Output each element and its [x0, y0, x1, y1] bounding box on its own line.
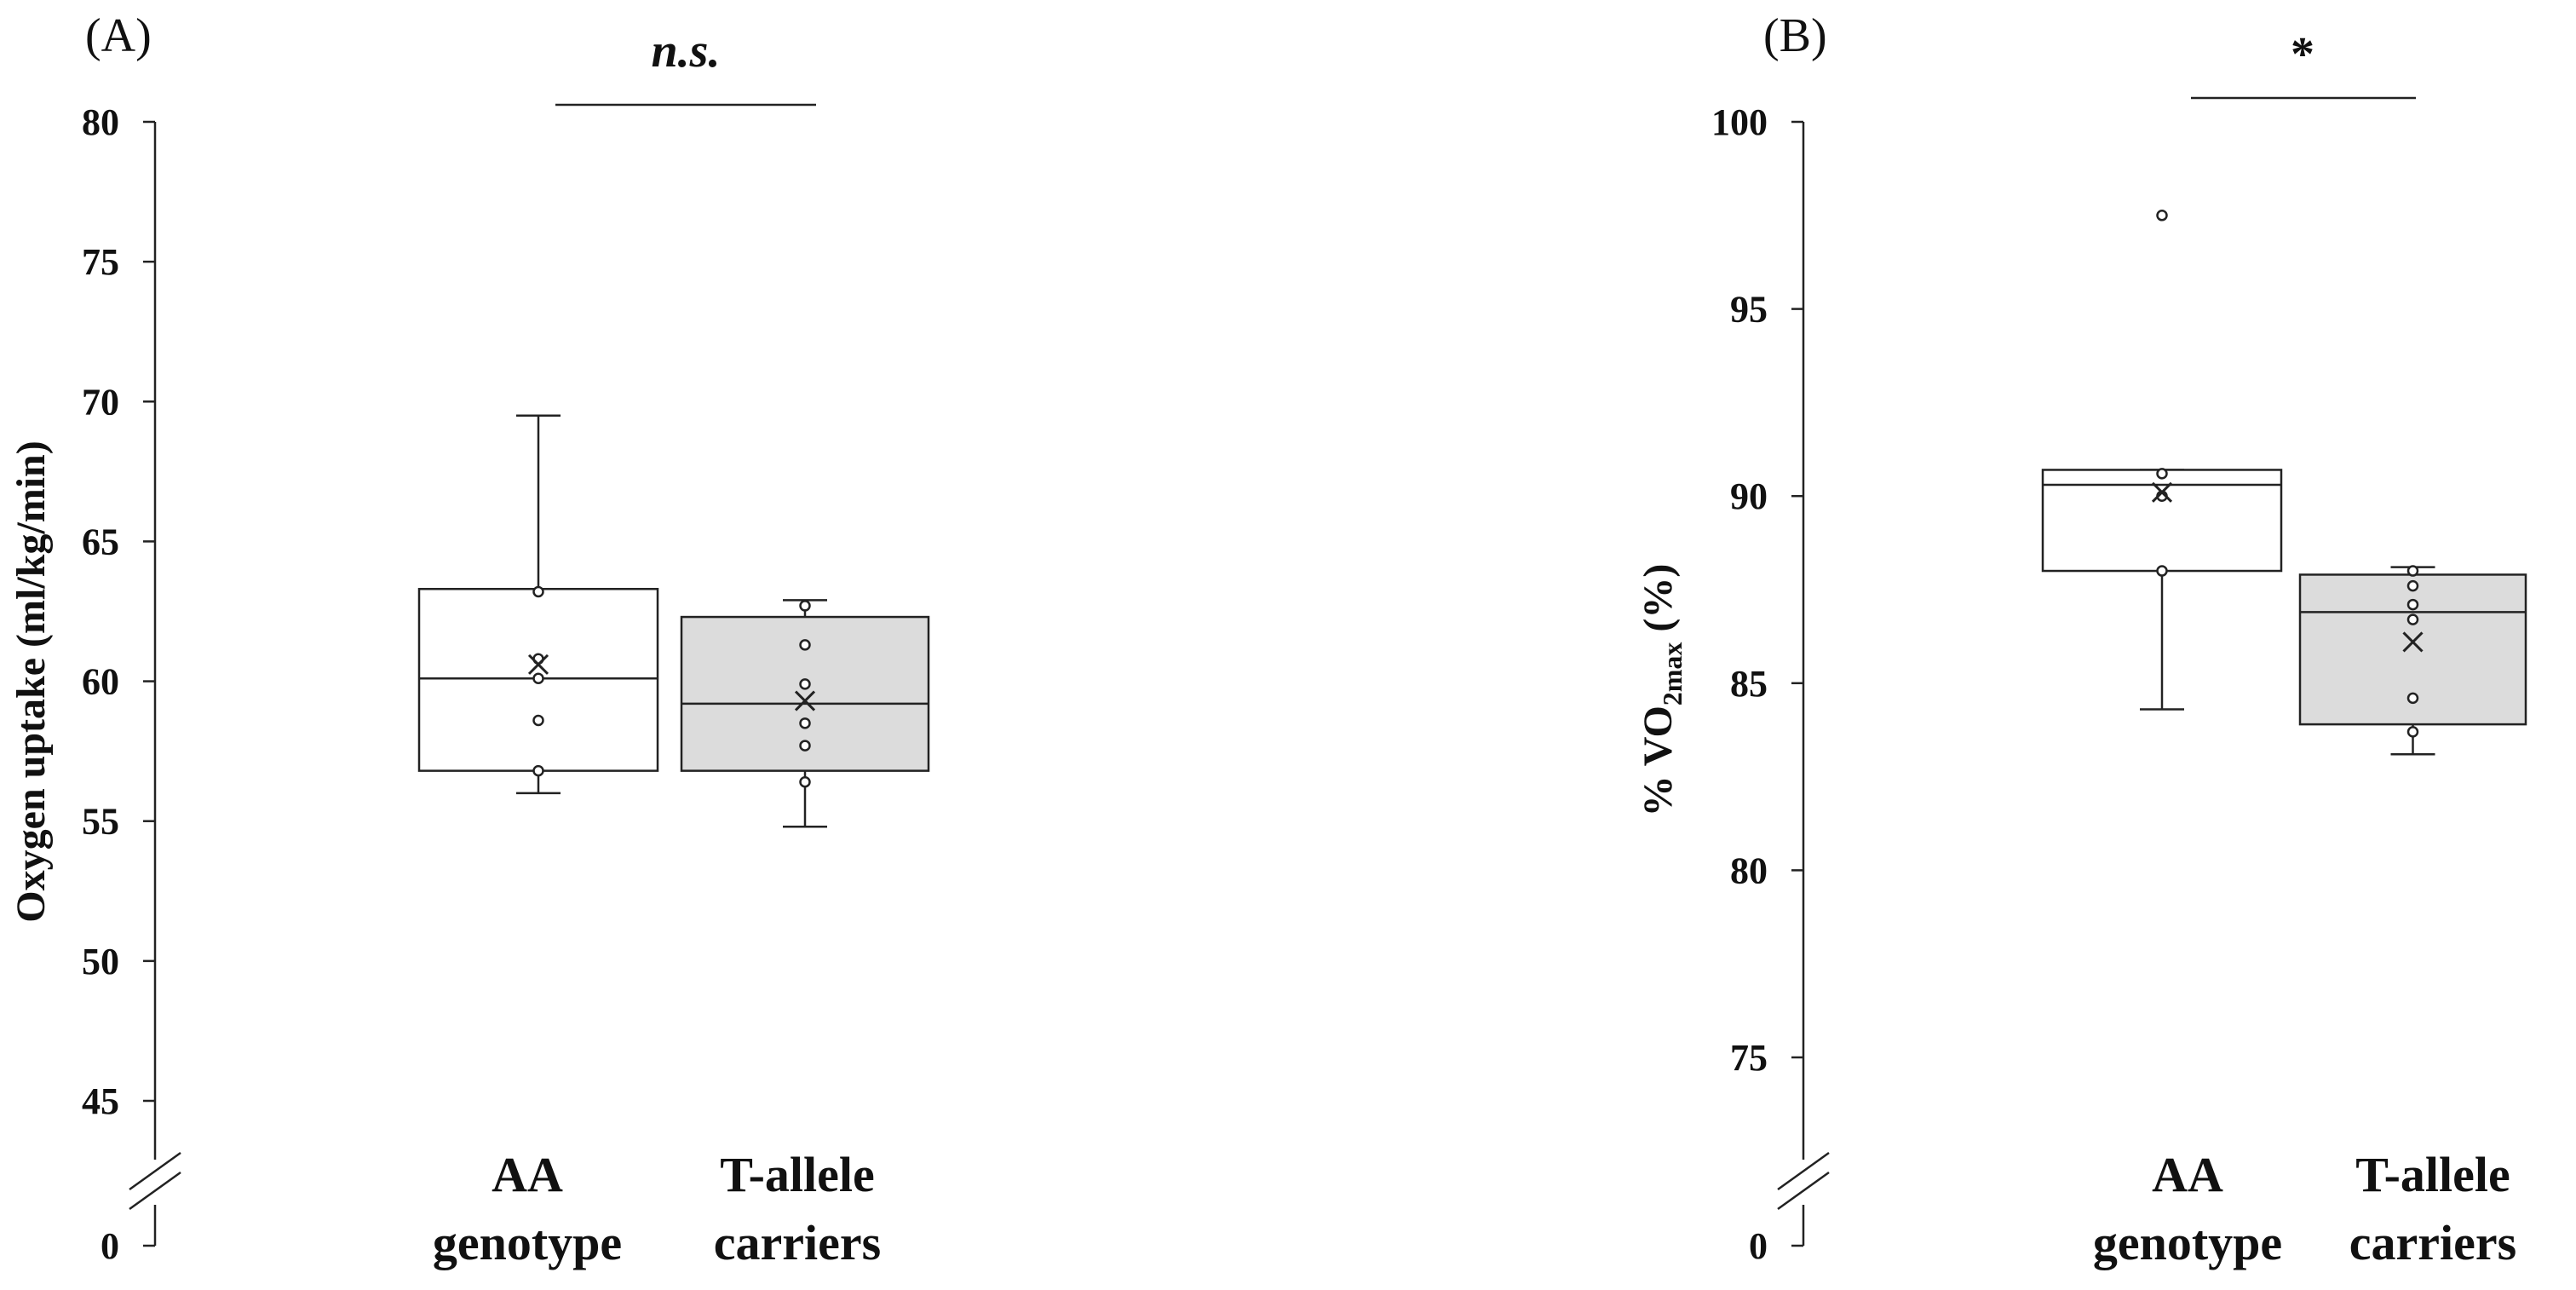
panel-b-data-point-1-2: [2156, 468, 2168, 480]
panel-b-mean-marker-1-b: [2151, 481, 2173, 503]
panel-a-data-point-2-3: [799, 678, 811, 690]
panel-b-data-point-2-5: [2406, 692, 2419, 705]
panel-a-y-axis: 0 80 75 70 65 60 55 50 45: [82, 101, 181, 1267]
panel-b-y-axis-title-suffix: (%): [1636, 564, 1681, 642]
panel-a-mean-marker-1-b: [527, 654, 549, 675]
panel-b-mean-marker-2-b: [2402, 631, 2424, 653]
panel-b-box-group-2: [2298, 565, 2527, 756]
panel-a-category-2-line1: T-allele: [720, 1147, 875, 1202]
panel-a-data-point-2-1: [799, 600, 811, 612]
panel-b-data-point-2-6: [2406, 726, 2419, 738]
panel-a-data-point-2-6: [799, 776, 811, 788]
panel-a-boxes: [417, 414, 930, 828]
panel-a-data-point-1-1: [532, 585, 544, 598]
panel-a-tick-label-55: 55: [82, 801, 119, 843]
panel-a-tick-label-70: 70: [82, 381, 119, 423]
panel-b-axis-break-mark-2: [1777, 1171, 1830, 1211]
panel-b-data-point-1-4: [2156, 565, 2168, 577]
panel-b-box-1: [2041, 469, 2283, 573]
panel-a-categories: AA genotype T-allele carriers: [433, 1147, 881, 1270]
panel-b-category-2-line1: T-allele: [2355, 1147, 2510, 1202]
panel-b-significance-label: *: [2291, 28, 2314, 81]
panel-a-data-point-1-4: [532, 714, 544, 727]
panel-a-tick-label-80: 80: [82, 101, 119, 143]
panel-a-category-1-line2: genotype: [433, 1215, 622, 1270]
panel-a-box-group-1: [417, 414, 659, 795]
panel-b-tick-label-95: 95: [1730, 289, 1768, 331]
panel-b-y-axis-title: % VO2max (%): [1636, 564, 1688, 817]
panel-b: (B) % VO2max (%) 0 100 95 90 85 80 75 * AA ge…: [1636, 9, 2527, 1270]
panel-b-tick-label-80: 80: [1730, 849, 1768, 891]
panel-a-data-point-2-2: [799, 639, 811, 651]
panel-a-tick-origin-label: 0: [101, 1225, 119, 1267]
panel-a-significance: n.s.: [555, 25, 816, 107]
panel-a-y-axis-title: Oxygen uptake (ml/kg/min): [9, 441, 54, 922]
panel-b-axis-break-mark-1: [1777, 1151, 1830, 1191]
panel-a-category-1-line1: AA: [492, 1147, 563, 1202]
panel-a-tick-label-50: 50: [82, 941, 119, 982]
panel-b-ticks: 100 95 90 85 80 75: [1711, 101, 1803, 1079]
panel-a-data-point-1-5: [532, 764, 544, 777]
panel-a-ticks: 80 75 70 65 60 55 50 45: [82, 101, 155, 1122]
panel-b-category-2-line2: carriers: [2349, 1215, 2516, 1270]
panel-a-axis-break-mark-1: [129, 1151, 181, 1191]
panel-b-category-1-line1: AA: [2152, 1147, 2223, 1202]
panel-a-significance-label: n.s.: [652, 25, 721, 78]
panel-a-tick-label-60: 60: [82, 661, 119, 703]
panel-b-data-point-2-3: [2406, 598, 2419, 611]
panel-a-data-point-1-3: [532, 672, 544, 685]
panel-a-mean-marker-2-b: [794, 690, 816, 711]
panel-a: (A) Oxygen uptake (ml/kg/min) 0 80 75 70 65…: [9, 9, 930, 1270]
panel-b-box-group-1: [2041, 210, 2283, 711]
panel-b-data-point-1-1: [2156, 210, 2168, 222]
panel-a-label: (A): [85, 9, 152, 62]
panel-a-tick-label-65: 65: [82, 521, 119, 562]
panel-b-boxes: [2041, 210, 2527, 756]
panel-a-data-point-2-4: [799, 717, 811, 729]
panel-a-axis-break-mark-2: [129, 1171, 181, 1211]
panel-b-data-point-2-4: [2406, 613, 2419, 625]
panel-b-tick-label-100: 100: [1711, 101, 1768, 143]
panel-b-data-point-2-2: [2406, 579, 2419, 592]
panel-a-tick-label-75: 75: [82, 241, 119, 283]
panel-a-data-point-2-5: [799, 740, 811, 752]
panel-a-category-2-line2: carriers: [714, 1215, 881, 1270]
panel-b-categories: AA genotype T-allele carriers: [2093, 1147, 2516, 1270]
panel-b-tick-label-90: 90: [1730, 475, 1768, 517]
panel-b-tick-label-85: 85: [1730, 663, 1768, 705]
panel-b-tick-label-75: 75: [1730, 1037, 1768, 1079]
panel-b-y-axis-title-main: % VO: [1636, 705, 1681, 816]
panel-b-y-axis-title-subscript: 2max: [1657, 642, 1688, 706]
panel-b-tick-origin-label: 0: [1749, 1225, 1768, 1267]
panel-a-box-group-2: [680, 599, 930, 828]
panel-b-data-point-2-1: [2406, 565, 2419, 577]
panel-b-category-1-line2: genotype: [2093, 1215, 2282, 1270]
panel-b-label: (B): [1763, 9, 1827, 62]
panel-b-y-axis: 0 100 95 90 85 80 75: [1711, 101, 1830, 1267]
panel-a-tick-label-45: 45: [82, 1080, 119, 1122]
panel-b-significance: *: [2191, 28, 2416, 100]
